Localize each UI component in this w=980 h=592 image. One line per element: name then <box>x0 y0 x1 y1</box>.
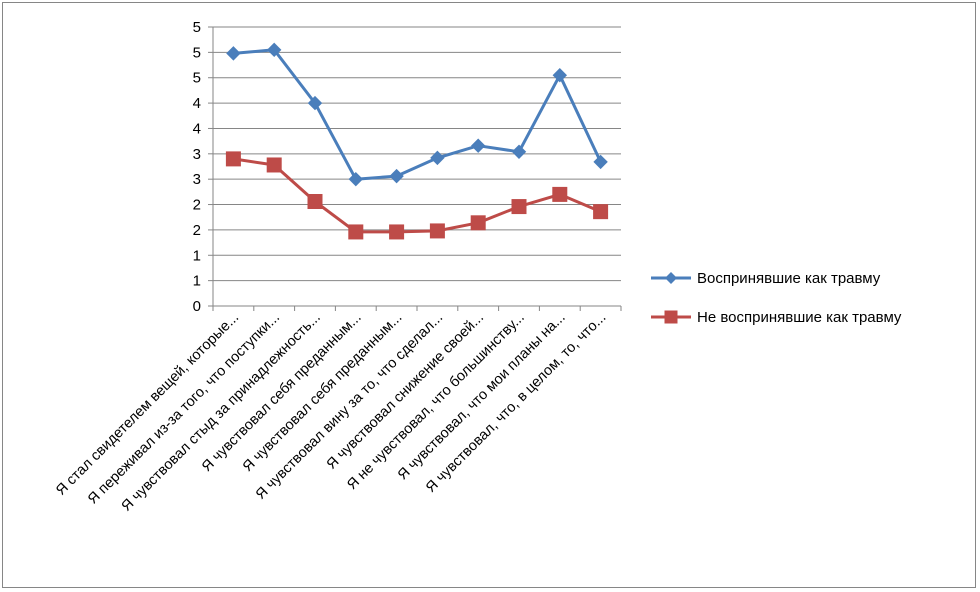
data-point-diamond <box>348 171 364 187</box>
y-tick-label: 4 <box>193 120 201 137</box>
line-chart: 0 1 1 2 2 3 3 4 4 5 5 5 Я стал свидетелем вещей, ко… <box>53 19 902 515</box>
data-point-square <box>225 151 241 167</box>
data-point-diamond <box>389 168 404 184</box>
y-tick-label: 5 <box>193 19 201 36</box>
y-tick-label: 1 <box>193 273 201 290</box>
data-point-square <box>307 194 323 210</box>
data-point-square <box>389 224 405 240</box>
y-tick-label: 3 <box>193 171 201 188</box>
y-axis-tick-labels: 0 1 1 2 2 3 3 4 4 5 5 5 <box>193 19 201 315</box>
x-category-label: Я чувствовал вину за то, что сделал... <box>253 310 446 503</box>
data-point-diamond <box>593 154 608 170</box>
legend-marker-diamond <box>665 272 677 284</box>
legend-item: Не воспринявшие как травму <box>651 309 902 326</box>
series-1 <box>226 42 608 187</box>
data-point-diamond <box>430 150 445 166</box>
data-point-square <box>552 186 568 202</box>
gridlines <box>213 26 621 282</box>
y-tick-label: 0 <box>193 298 201 315</box>
data-point-square <box>593 204 609 220</box>
data-point-square <box>266 157 282 173</box>
data-point-diamond <box>511 144 527 159</box>
y-tick-label: 2 <box>193 197 201 214</box>
data-point-square <box>348 224 364 240</box>
data-point-square <box>511 199 527 215</box>
data-point-square <box>470 215 486 231</box>
data-point-diamond <box>266 42 282 58</box>
legend-label: Не воспринявшие как травму <box>697 309 902 326</box>
data-series <box>225 42 609 240</box>
legend-label: Воспринявшие как травму <box>697 270 881 287</box>
series-2 <box>225 151 609 240</box>
legend-item: Воспринявшие как травму <box>651 270 881 287</box>
y-tick-label: 3 <box>193 146 201 163</box>
y-tick-label: 2 <box>193 222 201 239</box>
data-point-diamond <box>552 67 568 83</box>
data-point-square <box>429 223 445 239</box>
y-tick-label: 5 <box>193 44 201 61</box>
data-point-diamond <box>307 95 323 111</box>
legend-marker-square <box>664 310 678 324</box>
legend: Воспринявшие как травму Не воспринявшие к… <box>651 270 902 326</box>
axes <box>208 26 622 311</box>
y-tick-label: 5 <box>193 70 201 87</box>
x-axis-category-labels: Я стал свидетелем вещей, которые...Я пер… <box>53 310 609 515</box>
y-tick-label: 4 <box>193 95 201 112</box>
series-line <box>233 157 602 234</box>
series-line <box>233 48 602 181</box>
data-point-diamond <box>226 46 241 61</box>
y-tick-label: 1 <box>193 247 201 264</box>
data-point-diamond <box>470 138 486 153</box>
